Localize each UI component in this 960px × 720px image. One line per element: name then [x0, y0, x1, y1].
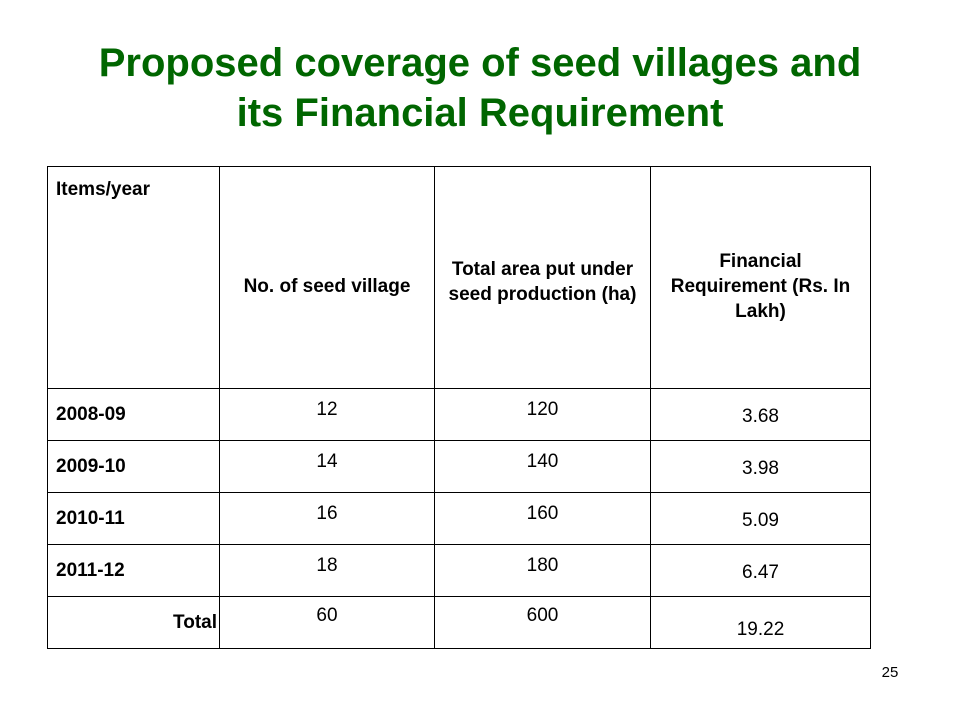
row-villages-cell: 16: [219, 492, 435, 545]
table-total-row: Total 60 600 19.22: [47, 596, 871, 649]
seed-village-table: Items/year No. of seed village Total are…: [47, 166, 871, 649]
total-financial-cell: 19.22: [650, 596, 871, 649]
row-financial-cell: 5.09: [650, 492, 871, 545]
total-label-cell: Total: [47, 596, 220, 649]
row-villages-cell: 14: [219, 440, 435, 493]
row-year-cell: 2011-12: [47, 544, 220, 597]
row-area-cell: 180: [434, 544, 651, 597]
header-items-year: Items/year: [47, 166, 220, 389]
row-financial-cell: 3.68: [650, 388, 871, 441]
table-header-row: Items/year No. of seed village Total are…: [47, 166, 871, 389]
slide-title-line-2: its Financial Requirement: [236, 91, 724, 135]
row-financial-cell: 6.47: [650, 544, 871, 597]
row-financial-cell: 3.98: [650, 440, 871, 493]
table-row: 2011-12 18 180 6.47: [47, 544, 871, 597]
table-row: 2010-11 16 160 5.09: [47, 492, 871, 545]
row-villages-cell: 18: [219, 544, 435, 597]
table-row: 2008-09 12 120 3.68: [47, 388, 871, 441]
slide-title: Proposed coverage of seed villages and i…: [40, 38, 920, 138]
row-year-cell: 2008-09: [47, 388, 220, 441]
row-area-cell: 160: [434, 492, 651, 545]
total-villages-cell: 60: [219, 596, 435, 649]
row-area-cell: 120: [434, 388, 651, 441]
header-seed-villages: No. of seed village: [219, 166, 435, 389]
slide-title-line-1: Proposed coverage of seed villages and: [98, 41, 862, 85]
header-area: Total area put under seed production (ha…: [434, 166, 651, 389]
total-area-cell: 600: [434, 596, 651, 649]
row-year-cell: 2009-10: [47, 440, 220, 493]
page-number: 25: [881, 664, 899, 681]
row-year-cell: 2010-11: [47, 492, 220, 545]
table-row: 2009-10 14 140 3.98: [47, 440, 871, 493]
header-financial: Financial Requirement (Rs. In Lakh): [650, 166, 871, 389]
row-villages-cell: 12: [219, 388, 435, 441]
row-area-cell: 140: [434, 440, 651, 493]
